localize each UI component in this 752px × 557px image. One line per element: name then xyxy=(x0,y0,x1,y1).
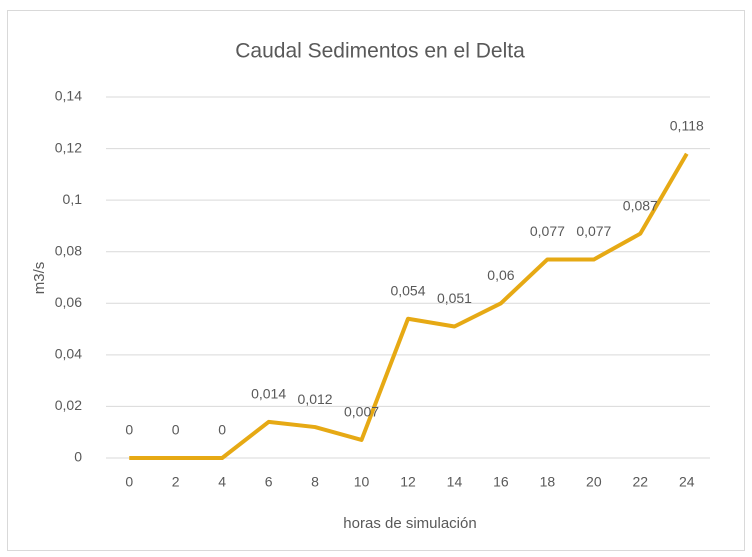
data-label: 0,118 xyxy=(670,117,704,133)
x-tick-label: 0 xyxy=(125,474,133,490)
y-tick-label: 0,06 xyxy=(55,294,82,310)
x-tick-label: 4 xyxy=(218,474,226,490)
data-label: 0,077 xyxy=(576,223,611,239)
x-tick-label: 10 xyxy=(354,474,370,490)
data-label: 0,054 xyxy=(390,282,425,298)
x-tick-label: 24 xyxy=(679,474,695,490)
chart-frame xyxy=(7,10,745,551)
data-label: 0,087 xyxy=(623,197,658,213)
x-tick-label: 20 xyxy=(586,474,602,490)
y-tick-label: 0,14 xyxy=(55,88,82,104)
x-tick-label: 6 xyxy=(265,474,273,490)
data-label: 0,06 xyxy=(487,267,514,283)
y-tick-label: 0,1 xyxy=(63,191,83,207)
chart-title: Caudal Sedimentos en el Delta xyxy=(235,40,525,63)
data-label: 0,014 xyxy=(251,386,286,402)
x-tick-label: 18 xyxy=(540,474,556,490)
y-axis-label: m3/s xyxy=(31,262,48,295)
data-line xyxy=(129,152,689,460)
data-label: 0 xyxy=(172,422,180,438)
data-label: 0,012 xyxy=(298,391,333,407)
x-tick-label: 22 xyxy=(633,474,649,490)
data-label: 0,077 xyxy=(530,223,565,239)
data-label: 0,007 xyxy=(344,404,379,420)
data-label: 0,051 xyxy=(437,290,472,306)
y-tick-label: 0,12 xyxy=(55,139,82,155)
y-tick-label: 0,08 xyxy=(55,242,82,258)
y-tick-label: 0,02 xyxy=(55,397,82,413)
x-axis-label: horas de simulación xyxy=(343,515,476,532)
x-tick-label: 8 xyxy=(311,474,319,490)
y-tick-label: 0 xyxy=(74,449,82,465)
x-tick-label: 16 xyxy=(493,474,509,490)
data-label: 0 xyxy=(125,422,133,438)
y-tick-label: 0,04 xyxy=(55,346,82,362)
data-label: 0 xyxy=(218,422,226,438)
x-tick-label: 14 xyxy=(447,474,463,490)
x-tick-label: 2 xyxy=(172,474,180,490)
x-tick-label: 12 xyxy=(400,474,416,490)
